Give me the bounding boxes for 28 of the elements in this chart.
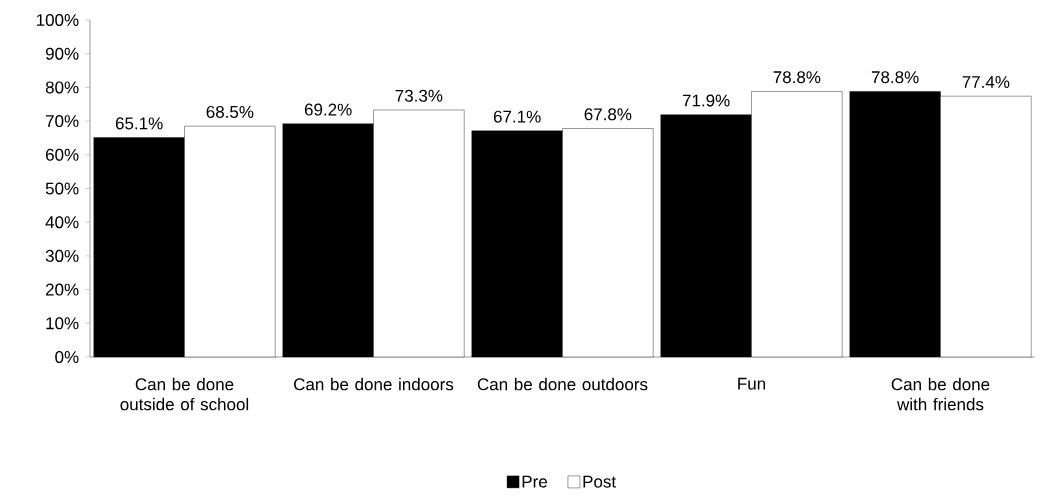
data-label: 68.5% <box>206 105 254 118</box>
y-tick-label: 60% <box>45 148 79 161</box>
y-tick-label: 90% <box>45 47 79 60</box>
y-tick-label: 30% <box>45 249 79 262</box>
y-tick-label: 40% <box>45 216 79 229</box>
x-tick-label: Can be done outside of school <box>120 377 249 411</box>
data-label: 71.9% <box>682 94 730 107</box>
y-tick-label: 20% <box>45 283 79 296</box>
x-tick-label: Fun <box>738 377 766 390</box>
data-label: 78.8% <box>773 71 821 84</box>
y-tick-label: 50% <box>45 182 79 195</box>
data-label: 77.4% <box>962 76 1010 88</box>
data-label: 69.2% <box>304 103 352 116</box>
legend-label: Post <box>583 475 616 488</box>
x-tick-label: Can be done with friends <box>891 377 990 411</box>
x-tick-label: Can be done indoors <box>294 377 454 391</box>
data-label: 78.8% <box>871 71 919 84</box>
y-tick-label: 0% <box>55 350 79 364</box>
data-label: 65.1% <box>115 117 163 130</box>
y-tick-label: 80% <box>45 81 79 94</box>
y-tick-label: 100% <box>36 13 79 27</box>
y-tick-label: 10% <box>46 317 79 330</box>
data-label: 73.3% <box>395 89 443 102</box>
data-label: 67.8% <box>584 108 632 121</box>
data-label: 67.1% <box>493 110 541 123</box>
x-tick-label: Can be done outdoors <box>477 377 648 391</box>
legend-label: Pre <box>522 475 547 488</box>
y-tick-label: 70% <box>46 115 79 128</box>
